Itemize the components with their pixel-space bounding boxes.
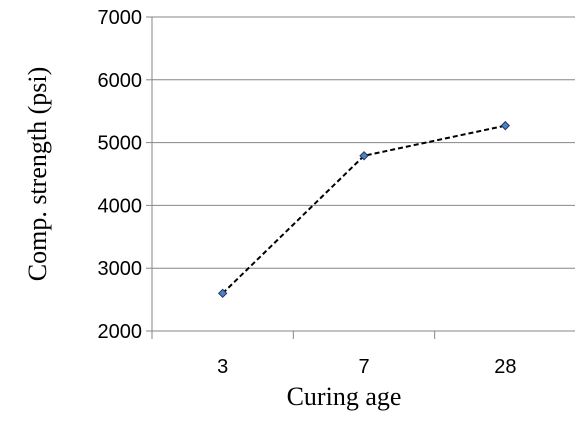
x-tick-label-3: 3	[217, 356, 228, 378]
y-tick-label-6000: 6000	[98, 70, 143, 92]
y-axis-title: Comp. strength (psi)	[23, 67, 52, 282]
series-line	[221, 124, 506, 295]
y-tick-label-7000: 7000	[98, 7, 143, 29]
gridlines	[152, 16, 575, 269]
axes	[146, 16, 575, 339]
x-axis-tick-labels: 3 7 28	[217, 356, 516, 378]
x-tick-label-28: 28	[494, 356, 516, 378]
x-tick-label-7: 7	[358, 356, 369, 378]
data-point-3	[217, 288, 228, 299]
y-tick-label-4000: 4000	[98, 195, 143, 217]
series-comp-strength	[217, 120, 511, 299]
x-axis-title: Curing age	[287, 382, 402, 411]
y-tick-label-3000: 3000	[98, 258, 143, 280]
y-tick-label-2000: 2000	[98, 321, 143, 343]
data-point-28	[500, 120, 511, 131]
y-axis-tick-labels: 2000 3000 4000 5000 6000 7000	[98, 7, 143, 343]
data-point-7	[359, 151, 369, 161]
y-tick-label-5000: 5000	[98, 133, 143, 155]
